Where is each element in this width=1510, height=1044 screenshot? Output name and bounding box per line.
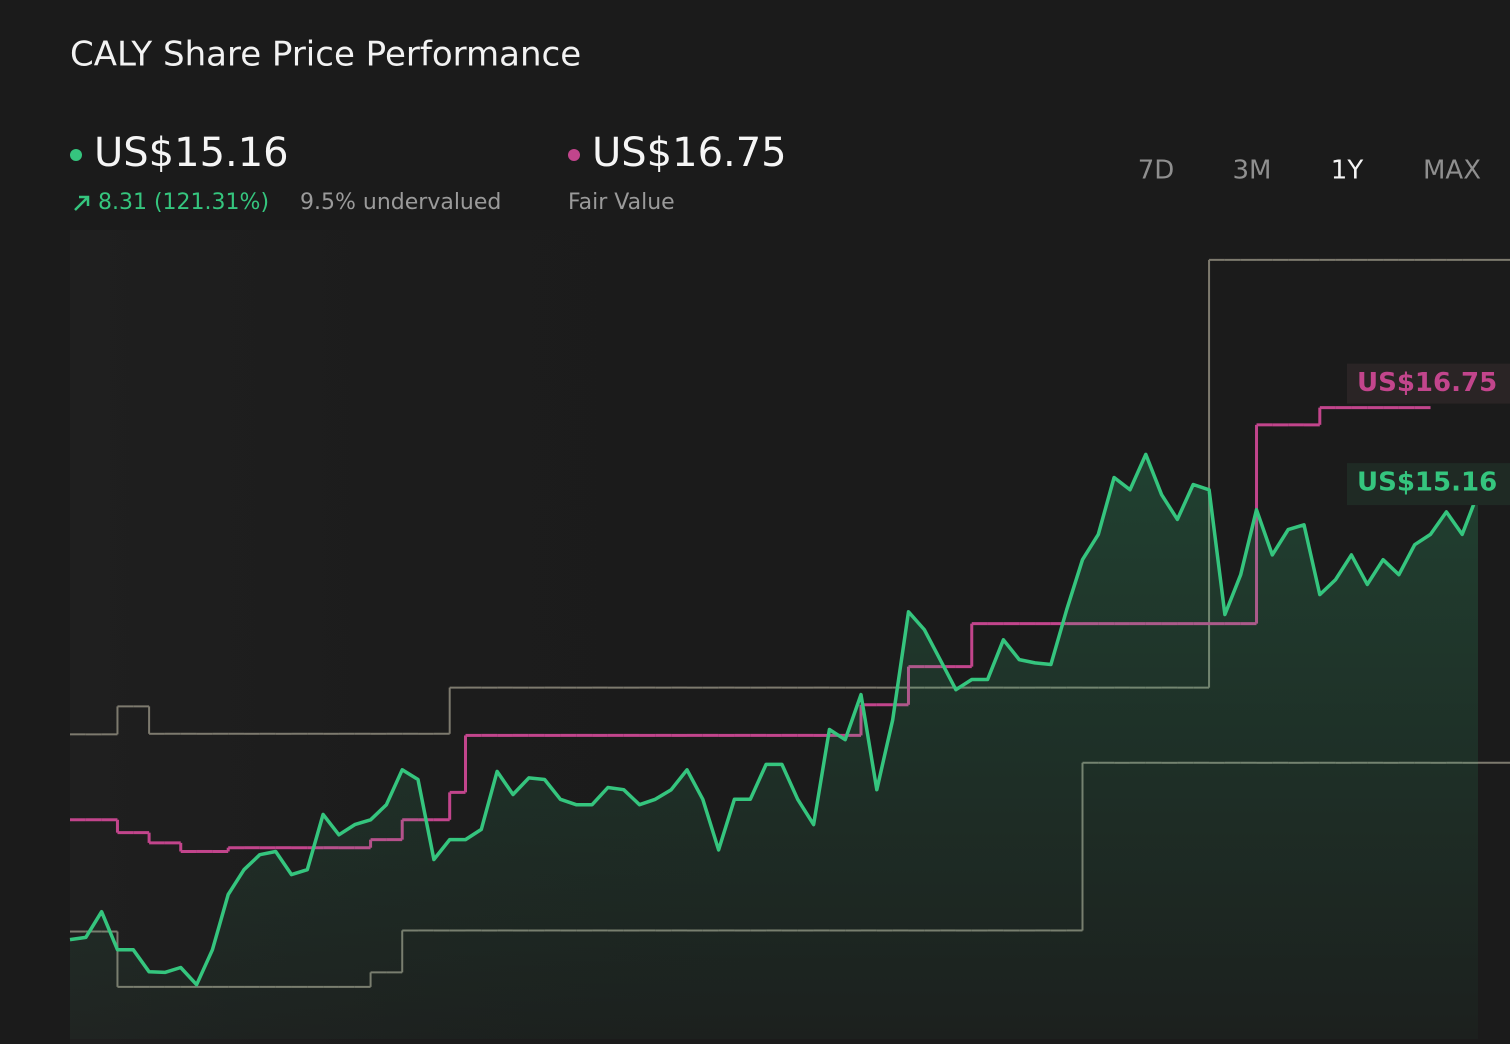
price-value: US$15.16 bbox=[94, 130, 289, 176]
price-change: 8.31 (121.31%) bbox=[98, 190, 269, 215]
valuation: 9.5% undervalued bbox=[300, 190, 501, 215]
fair-value-tag-bg bbox=[1347, 363, 1510, 404]
chart-title: CALY Share Price Performance bbox=[70, 35, 581, 75]
price-tag: US$15.16 bbox=[1357, 468, 1497, 498]
plot: US$16.75 US$15.16 bbox=[69, 258, 1510, 1039]
period-selector: 7D 3M 1Y MAX bbox=[1138, 156, 1481, 186]
period-button[interactable]: MAX bbox=[1423, 156, 1481, 186]
up-arrow-icon bbox=[74, 195, 90, 211]
price-area bbox=[70, 454, 1478, 1039]
fair-value-tag: US$16.75 bbox=[1357, 368, 1497, 398]
fair-value-caption: Fair Value bbox=[568, 190, 675, 215]
price-tag-bg bbox=[1347, 463, 1510, 506]
period-button[interactable]: 7D bbox=[1138, 156, 1175, 186]
fair-value-dot bbox=[568, 149, 580, 161]
period-button[interactable]: 1Y bbox=[1331, 156, 1364, 186]
fair-value: US$16.75 bbox=[592, 130, 787, 176]
period-button[interactable]: 3M bbox=[1233, 156, 1272, 186]
price-line bbox=[69, 452, 1480, 987]
price-dot bbox=[70, 149, 82, 161]
